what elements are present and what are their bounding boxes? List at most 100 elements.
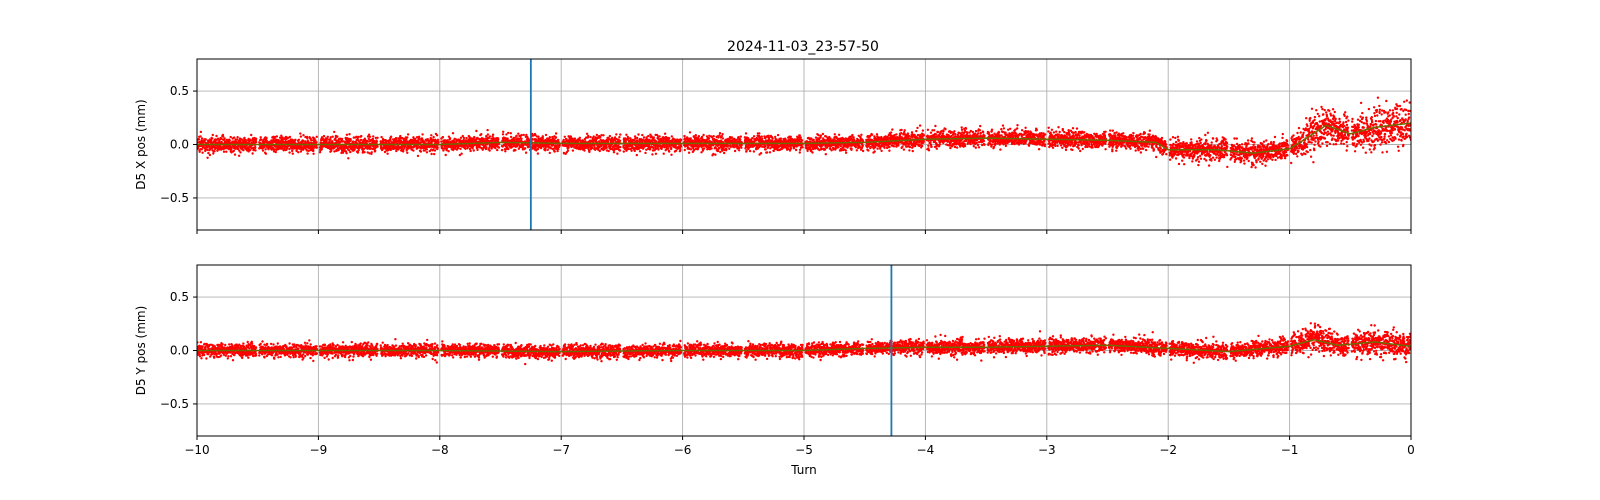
data-point — [867, 149, 870, 152]
data-point — [850, 147, 853, 150]
data-point — [929, 131, 933, 134]
data-point — [500, 148, 504, 152]
data-point — [760, 135, 763, 138]
data-point — [336, 135, 339, 138]
data-point — [520, 133, 523, 137]
data-point — [488, 149, 491, 152]
data-point — [274, 150, 277, 154]
data-point — [670, 146, 673, 150]
data-point — [608, 134, 612, 138]
data-point — [319, 145, 323, 148]
data-point — [852, 136, 855, 139]
data-point — [297, 138, 301, 141]
data-point — [447, 150, 450, 153]
data-point — [380, 148, 384, 152]
data-point — [817, 134, 820, 137]
data-point — [725, 148, 728, 151]
data-point — [870, 133, 874, 136]
data-point — [670, 153, 673, 156]
data-point — [405, 149, 408, 152]
figure-title: 2024-11-03_23-57-50 — [727, 39, 879, 55]
data-point — [854, 146, 858, 149]
data-point — [496, 148, 499, 152]
data-point — [294, 138, 297, 141]
data-point — [288, 135, 292, 139]
data-point — [366, 135, 370, 138]
data-point — [619, 133, 622, 136]
data-point — [395, 149, 398, 153]
data-point — [349, 138, 352, 141]
data-point — [563, 135, 566, 138]
data-point — [789, 147, 793, 150]
data-point — [702, 147, 706, 150]
data-point — [855, 149, 858, 152]
data-point — [697, 135, 701, 138]
data-point — [280, 134, 283, 137]
data-point — [837, 133, 841, 136]
data-point — [752, 135, 756, 138]
data-point — [291, 149, 294, 153]
data-point — [553, 150, 556, 153]
data-point — [768, 151, 772, 154]
data-point — [595, 133, 599, 137]
data-point — [312, 149, 315, 153]
data-point — [701, 149, 705, 152]
data-point — [544, 133, 548, 137]
data-point — [421, 133, 424, 136]
data-point — [935, 147, 938, 150]
data-point — [374, 149, 377, 152]
data-point — [341, 151, 345, 154]
data-point — [232, 136, 236, 139]
data-point — [200, 148, 203, 151]
data-point — [619, 145, 622, 149]
data-point — [618, 136, 621, 139]
data-point — [554, 136, 558, 139]
data-point — [903, 129, 906, 132]
data-point — [875, 133, 879, 136]
data-point — [636, 140, 639, 143]
data-point — [933, 129, 936, 132]
data-point — [306, 137, 309, 140]
data-point — [554, 132, 558, 135]
data-point — [315, 146, 318, 149]
data-point — [740, 143, 743, 147]
data-point — [462, 138, 466, 142]
data-point — [740, 146, 743, 149]
data-point — [915, 129, 918, 133]
data-point — [889, 131, 893, 134]
data-point — [302, 134, 305, 137]
data-point — [448, 137, 452, 140]
data-point — [353, 148, 356, 151]
data-point — [598, 136, 602, 139]
data-point — [406, 133, 410, 136]
data-point — [230, 145, 233, 149]
data-point — [913, 144, 917, 148]
data-point — [710, 147, 713, 150]
data-point — [548, 136, 551, 139]
data-point — [486, 133, 490, 136]
data-point — [460, 152, 463, 155]
data-point — [462, 136, 466, 140]
data-point — [737, 149, 741, 152]
data-point — [895, 133, 898, 136]
data-point — [694, 134, 697, 137]
data-point — [389, 135, 393, 138]
data-point — [721, 133, 724, 136]
data-point — [587, 134, 590, 138]
data-point — [837, 146, 840, 149]
data-point — [876, 147, 879, 150]
data-point — [236, 136, 239, 139]
data-point — [625, 133, 628, 136]
data-point — [844, 151, 848, 154]
data-point — [689, 137, 692, 140]
data-point — [844, 149, 847, 152]
data-point — [374, 136, 377, 140]
data-point — [514, 149, 517, 152]
data-point — [430, 134, 433, 137]
data-point — [261, 149, 265, 152]
data-point — [315, 135, 318, 138]
data-point — [242, 149, 245, 152]
data-point — [459, 136, 463, 139]
data-point — [375, 140, 379, 143]
data-point — [199, 130, 203, 134]
